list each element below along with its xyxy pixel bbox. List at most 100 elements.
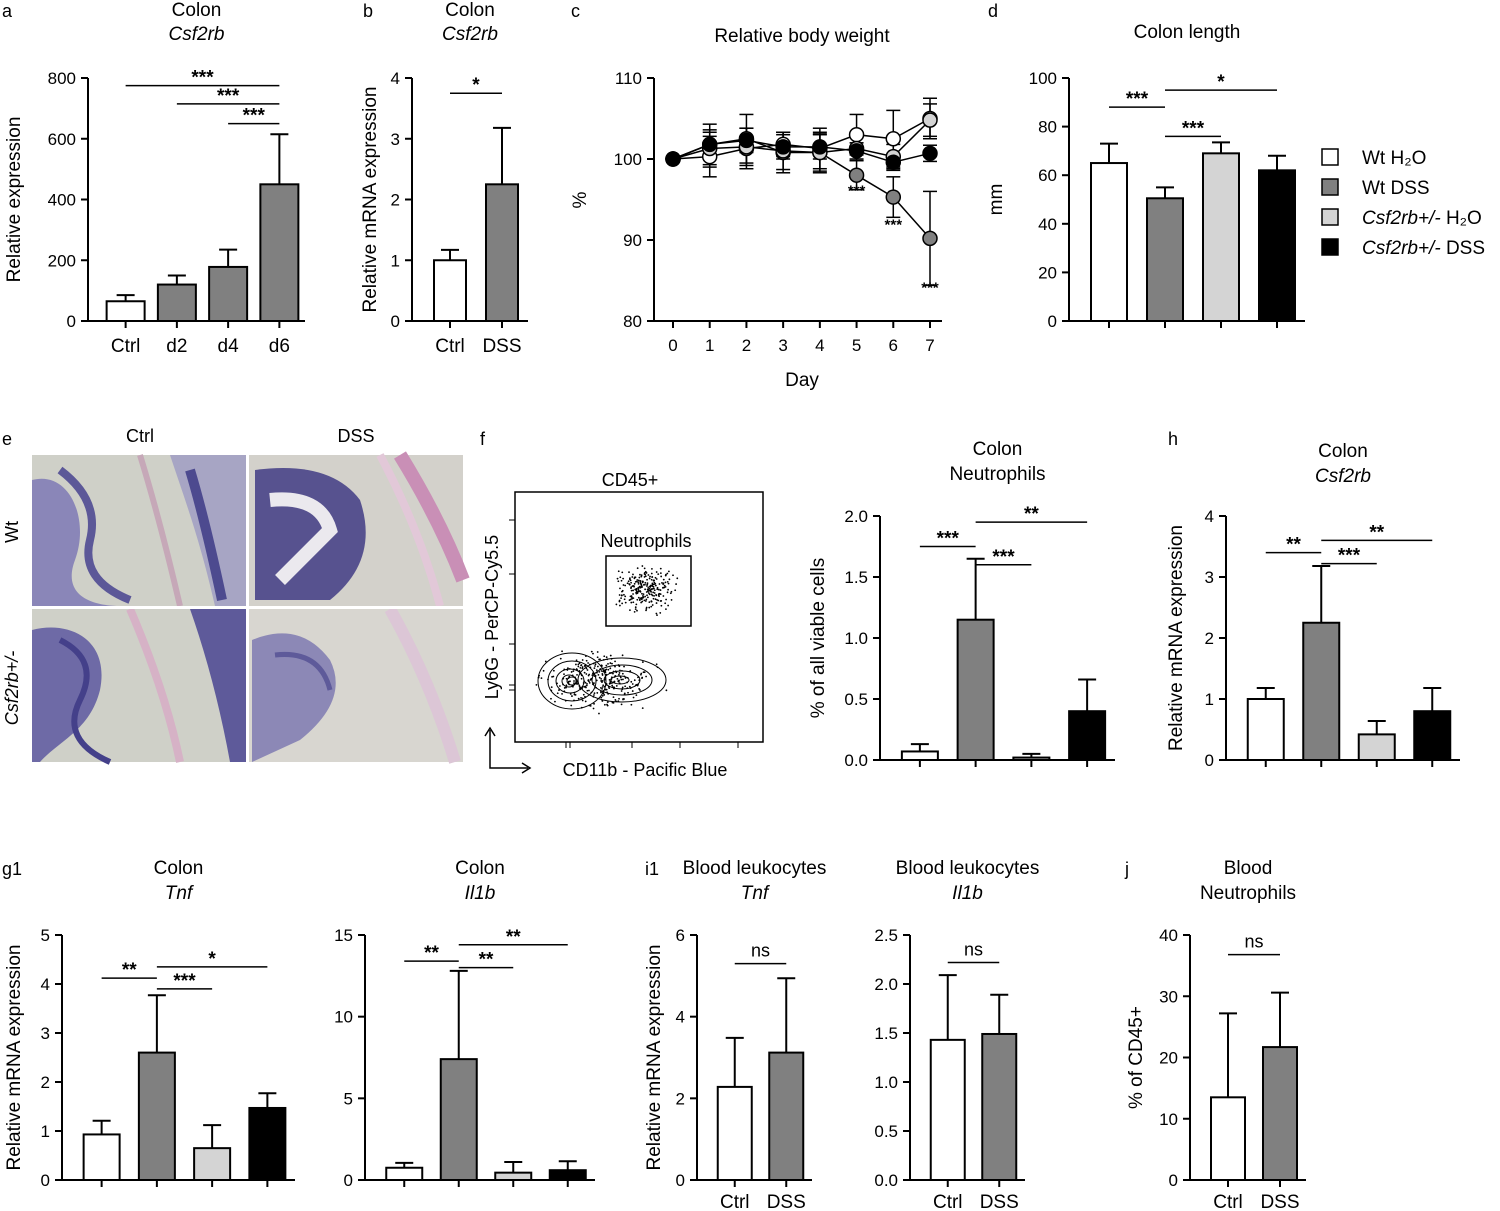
chart-subtitle: Neutrophils [949, 464, 1045, 485]
histology-image-wt-ctrl [32, 454, 246, 607]
flow-event [638, 585, 641, 588]
flow-event [635, 589, 638, 592]
flow-event [624, 584, 627, 587]
y-tick-label: 0 [1169, 1171, 1178, 1190]
flow-event [654, 582, 657, 585]
chart-title: Blood leukocytes [896, 858, 1040, 879]
flow-event [644, 600, 647, 602]
flow-event [670, 599, 673, 601]
flow-event [646, 596, 649, 599]
flow-event [591, 672, 594, 675]
flow-event [586, 669, 589, 671]
flow-event [636, 567, 639, 570]
flow-event [640, 673, 642, 676]
flow-event [664, 574, 667, 577]
histology-row-wt: Wt [2, 521, 22, 543]
flow-event [650, 578, 653, 581]
legend-label: Wt H₂O [1362, 148, 1426, 169]
data-point [848, 167, 865, 183]
flow-event [603, 655, 606, 658]
flow-event [643, 567, 646, 570]
flow-event [641, 600, 644, 603]
flow-event [550, 697, 552, 700]
chart-subtitle: Il1b [952, 883, 983, 904]
panel-letter-b: b [363, 1, 373, 21]
flow-event [668, 578, 671, 581]
flow-event [651, 576, 654, 579]
flow-event [628, 685, 631, 688]
flow-event [665, 689, 668, 692]
flow-event [552, 669, 555, 672]
flow-event [551, 675, 553, 678]
flow-event [620, 678, 623, 681]
y-tick-label: 5 [41, 926, 50, 945]
significance-label: *** [848, 182, 866, 199]
x-tick-label: 0 [668, 336, 677, 355]
significance-label: ** [424, 943, 439, 964]
y-tick-label: 5 [344, 1089, 353, 1108]
flow-event [612, 672, 614, 675]
y-axis-label: Relative mRNA expression [360, 87, 381, 313]
bar [385, 1166, 424, 1181]
y-tick-label: 2.0 [874, 975, 898, 994]
panel-letter-f: f [480, 429, 486, 449]
significance-label: *** [921, 280, 939, 297]
flow-event [627, 580, 630, 583]
data-point [885, 131, 902, 147]
bar [1258, 169, 1296, 322]
flow-event [632, 584, 635, 587]
category-label: Ctrl [720, 1192, 750, 1211]
y-tick-label: 4 [41, 975, 50, 994]
significance-label: ** [479, 950, 494, 971]
flow-event [582, 693, 585, 696]
flow-event [535, 683, 538, 686]
flow-event [573, 680, 575, 682]
y-tick-label: 0.0 [874, 1171, 898, 1190]
flow-event [659, 593, 662, 595]
x-tick-label: 6 [889, 336, 898, 355]
chart-subtitle: Tnf [165, 883, 194, 904]
y-tick-label: 100 [614, 150, 642, 169]
flow-event [637, 582, 640, 585]
flow-event [653, 594, 655, 597]
flow-event [584, 665, 586, 668]
flow-event [588, 680, 590, 683]
flow-event [660, 575, 663, 578]
flow-event [645, 598, 648, 601]
flow-event [639, 573, 641, 576]
flow-event [620, 703, 623, 706]
flow-event [573, 682, 575, 684]
flow-event [619, 576, 622, 579]
chart-i-il1b: Blood leukocytes Il1b 0.0 0.5 1.0 1.5 2.0 2.5 Ct… [874, 858, 1039, 1211]
significance-label: ** [1286, 535, 1301, 556]
legend-swatch [1321, 178, 1339, 196]
flow-event [662, 595, 665, 597]
flow-event [624, 595, 627, 598]
flow-event [656, 586, 659, 589]
flow-event [655, 602, 658, 604]
panel-letter-c: c [571, 1, 580, 21]
histology-image-csf2rb-dss [249, 606, 463, 764]
flow-event [656, 614, 658, 617]
flow-event [619, 604, 621, 607]
flow-event [654, 576, 657, 579]
flow-event [664, 585, 667, 588]
flow-event [540, 677, 543, 680]
flow-event [580, 696, 582, 699]
legend-swatch [1321, 238, 1339, 256]
panel-letter-j: j [1124, 859, 1129, 879]
legend-swatch [1321, 148, 1339, 166]
flow-event [651, 604, 654, 606]
flow-event [563, 673, 565, 676]
flow-event [632, 696, 635, 699]
bar [1246, 698, 1285, 761]
bar [137, 1051, 176, 1181]
y-tick-label: 3 [391, 130, 400, 149]
bar [208, 265, 249, 322]
flow-event [661, 582, 663, 584]
flow-event [670, 590, 673, 593]
flow-event [667, 582, 670, 585]
flow-event [596, 656, 599, 659]
flow-event [639, 581, 642, 584]
panel-letter-a: a [2, 1, 13, 21]
